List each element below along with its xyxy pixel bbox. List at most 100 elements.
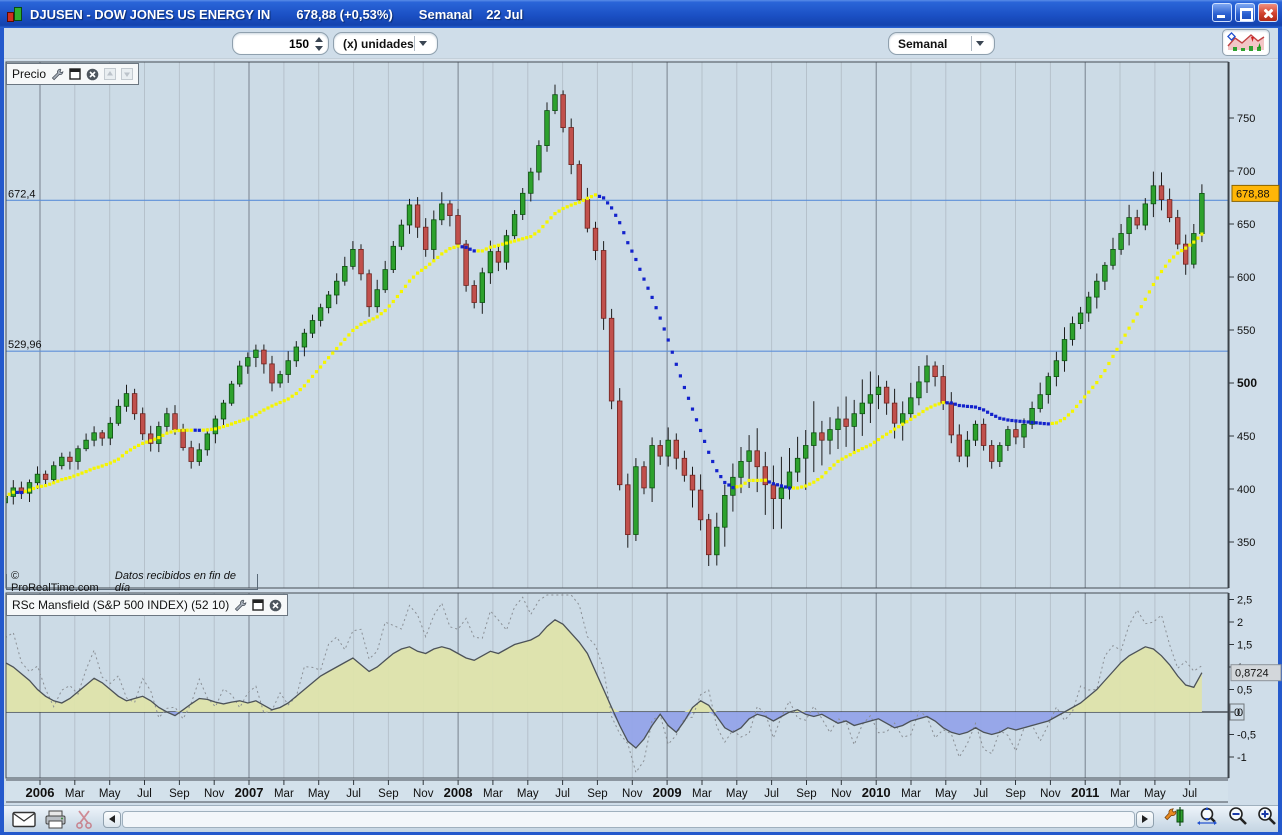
close-circle-icon[interactable] xyxy=(269,599,282,612)
zoom-out-button[interactable] xyxy=(1227,806,1249,832)
price-panel-bg xyxy=(6,62,1228,588)
month-label: Sep xyxy=(796,788,816,800)
app-window: DJUSEN - DOW JONES US ENERGY IN 678,88 (… xyxy=(0,0,1282,835)
price-axis-label: 450 xyxy=(1237,431,1255,443)
move-down-button[interactable] xyxy=(121,68,133,80)
indicator-value-text: 0,8724 xyxy=(1235,668,1269,680)
units-mode-select[interactable]: (x) unidades xyxy=(333,32,438,55)
month-label: May xyxy=(1144,788,1166,800)
indicator-panel-header: RSc Mansfield (S&P 500 INDEX) (52 10) xyxy=(6,594,288,616)
indicator-panel-bg xyxy=(6,593,1228,778)
zoom-out-icon xyxy=(1227,806,1249,827)
last-price-value: 678,88 xyxy=(1236,188,1270,200)
dropdown-button[interactable] xyxy=(414,36,431,51)
indicator-axis-label: 2 xyxy=(1237,617,1243,629)
wrench-icon[interactable] xyxy=(51,68,64,81)
indicator-panel-title: RSc Mansfield (S&P 500 INDEX) (52 10) xyxy=(12,598,229,612)
month-label: May xyxy=(726,788,748,800)
year-label: 2008 xyxy=(444,785,473,800)
year-label: 2007 xyxy=(235,785,264,800)
month-label: Jul xyxy=(1182,788,1197,800)
zoom-in-icon xyxy=(1256,806,1278,827)
price-panel-title: Precio xyxy=(12,67,46,81)
indicator-axis-label: 0,5 xyxy=(1237,685,1252,697)
price-level-label: 672,4 xyxy=(8,188,36,200)
month-label: May xyxy=(935,788,957,800)
data-note-text: Datos recibidos en fin de día xyxy=(115,570,253,594)
month-label: Nov xyxy=(1040,788,1061,800)
arrow-down-icon xyxy=(315,46,323,51)
scrollbar-track[interactable] xyxy=(122,811,1135,828)
chart-style-icon xyxy=(1227,32,1265,53)
indicator-axis-label: 2,5 xyxy=(1237,595,1252,607)
month-label: Mar xyxy=(1110,788,1130,800)
period-select[interactable]: Semanal xyxy=(888,32,995,55)
price-axis-label: 500 xyxy=(1237,376,1257,390)
print-button[interactable] xyxy=(44,810,67,829)
cut-button[interactable] xyxy=(75,810,93,829)
panel-icon[interactable] xyxy=(252,599,264,611)
envelope-icon xyxy=(12,811,36,828)
month-label: Sep xyxy=(587,788,607,800)
chart-settings-button[interactable] xyxy=(1164,806,1188,832)
copyright-text: © ProRealTime.com xyxy=(11,570,109,594)
arrow-up-icon xyxy=(315,37,323,42)
scroll-right-icon xyxy=(1142,815,1148,823)
svg-text:0: 0 xyxy=(1234,707,1240,719)
price-axis-label: 750 xyxy=(1237,113,1255,125)
year-label: 2011 xyxy=(1071,785,1099,800)
panel-icon[interactable] xyxy=(69,68,81,80)
data-source-note: © ProRealTime.com Datos recibidos en fin… xyxy=(6,574,258,590)
month-label: Nov xyxy=(831,788,852,800)
month-label: Jul xyxy=(346,788,361,800)
chevron-down-icon xyxy=(976,41,984,46)
scroll-right-button[interactable] xyxy=(1136,811,1154,828)
scroll-left-icon xyxy=(109,815,115,823)
month-label: Sep xyxy=(169,788,189,800)
wrench-icon[interactable] xyxy=(234,599,247,612)
move-up-button[interactable] xyxy=(104,68,116,80)
printer-icon xyxy=(44,810,67,829)
close-circle-icon[interactable] xyxy=(86,68,99,81)
price-level-label: 529,96 xyxy=(8,339,42,351)
indicator-axis-label: -0,5 xyxy=(1237,730,1256,742)
month-label: Mar xyxy=(483,788,503,800)
status-bar xyxy=(4,805,1278,832)
zoom-in-button[interactable] xyxy=(1256,806,1278,832)
units-count-input[interactable] xyxy=(251,37,309,51)
chart-style-button[interactable] xyxy=(1222,29,1270,56)
month-label: May xyxy=(99,788,121,800)
period-value: Semanal xyxy=(898,37,947,51)
month-label: Jul xyxy=(764,788,779,800)
indicator-axis-label: -1 xyxy=(1237,752,1247,764)
price-axis-label: 600 xyxy=(1237,272,1255,284)
year-label: 2009 xyxy=(653,785,682,800)
month-label: Nov xyxy=(204,788,225,800)
time-scrollbar[interactable] xyxy=(103,811,1154,828)
month-label: Mar xyxy=(692,788,712,800)
month-label: Mar xyxy=(901,788,921,800)
scissors-icon xyxy=(75,810,93,829)
month-label: Mar xyxy=(274,788,294,800)
chart-area[interactable]: 672,4529,9675070065060055050045040035067… xyxy=(0,0,1282,835)
dropdown-button[interactable] xyxy=(971,36,988,51)
stepper-down-button[interactable] xyxy=(313,44,324,53)
month-label: Sep xyxy=(1005,788,1025,800)
scroll-left-button[interactable] xyxy=(103,811,121,828)
month-label: May xyxy=(308,788,330,800)
stepper-up-button[interactable] xyxy=(313,35,324,44)
month-label: Mar xyxy=(65,788,85,800)
units-count-stepper[interactable] xyxy=(232,32,329,55)
month-label: Nov xyxy=(622,788,643,800)
price-axis-label: 550 xyxy=(1237,325,1255,337)
zoom-fit-button[interactable] xyxy=(1195,806,1220,832)
month-label: Nov xyxy=(413,788,434,800)
year-label: 2006 xyxy=(26,785,55,800)
price-axis-label: 700 xyxy=(1237,166,1255,178)
month-label: Jul xyxy=(137,788,152,800)
month-label: Sep xyxy=(378,788,398,800)
send-email-button[interactable] xyxy=(12,811,36,828)
year-label: 2010 xyxy=(862,785,891,800)
month-label: May xyxy=(517,788,539,800)
chevron-down-icon xyxy=(419,41,427,46)
